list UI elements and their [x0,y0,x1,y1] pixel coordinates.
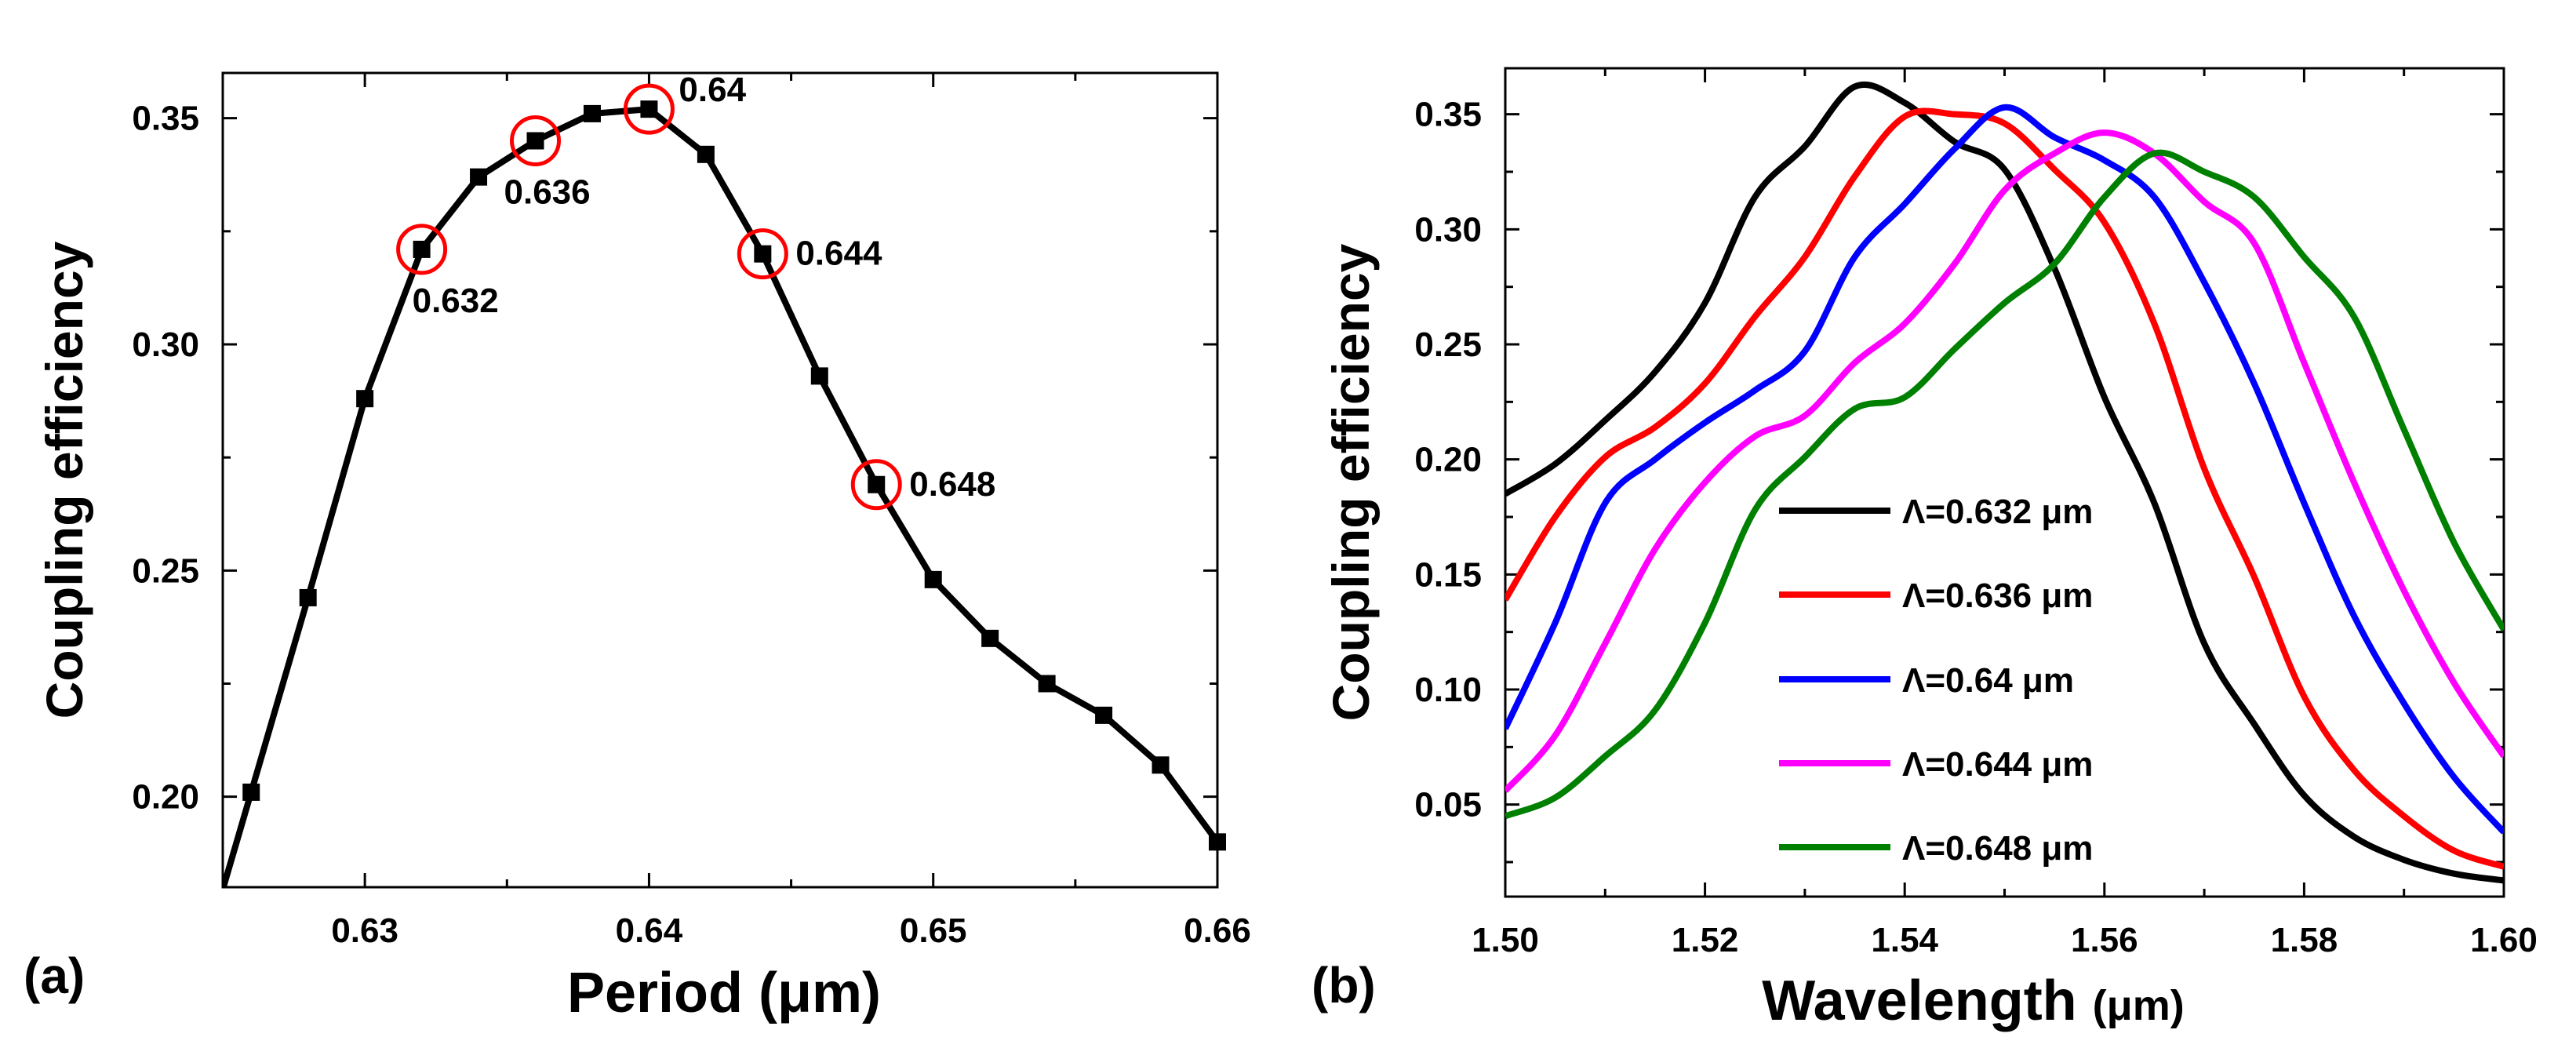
legend-label-1: Λ=0.636 μm [1902,577,2093,615]
y-tick-label: 0.15 [1414,555,1482,594]
panel-label: (b) [1312,957,1376,1013]
data-point-marker [1095,706,1113,724]
data-point-marker [810,367,828,385]
x-tick-label: 1.56 [2071,921,2138,959]
data-point-marker [640,100,658,118]
x-axis-title: Period (μm) [567,962,881,1024]
data-point-marker [356,390,374,408]
data-point-marker [754,245,772,263]
data-point-marker [413,240,431,258]
y-tick-label: 0.30 [1414,210,1482,249]
legend-label-2: Λ=0.64 μm [1902,661,2074,700]
data-point-marker [299,588,317,606]
y-tick-label: 0.35 [1414,96,1482,134]
legend-label-3: Λ=0.644 μm [1902,745,2093,784]
x-tick-label: 1.60 [2470,921,2538,959]
x-tick-label: 0.65 [900,912,967,950]
series-line-3 [1505,129,2504,793]
panel-a-coupling-vs-period: 0.63 0.64 0.65 0.66 0.20 0.25 0.30 0.35 Coupling… [24,71,1251,1024]
annotation-label: 0.632 [413,282,499,320]
y-tick-label: 0.35 [132,100,199,138]
x-axis-title: Wavelength (μm) [1762,970,2184,1032]
y-tick-label: 0.10 [1414,671,1482,709]
data-point-marker [242,783,260,801]
data-point-marker [1209,833,1226,851]
series-line-2 [1505,104,2504,835]
x-tick-label: 1.50 [1472,921,1539,959]
highlight-circle [737,228,788,280]
panel-label: (a) [24,948,85,1004]
data-point-marker [583,104,601,122]
data-point-marker [697,145,715,163]
data-point-marker [924,570,942,588]
highlight-circle [623,83,675,135]
panel-b-coupling-vs-wavelength: 1.50 1.52 1.54 1.56 1.58 1.60 0.05 0.10 0.15 0.20… [1312,67,2538,1032]
y-tick-label: 0.30 [132,326,199,364]
x-axis-title-unit: (μm) [2093,982,2185,1029]
annotation-label: 0.644 [795,235,882,273]
y-tick-label: 0.25 [1414,326,1482,364]
data-point-marker [526,132,544,150]
annotation-label: 0.648 [909,465,995,504]
plot-frame [1504,67,2505,898]
y-tick-label: 0.25 [132,551,199,590]
y-tick-label: 0.20 [1414,441,1482,479]
series-line-0 [1505,81,2504,884]
x-tick-label: 0.66 [1184,912,1251,950]
x-tick-label: 1.54 [1871,921,1938,959]
data-point-marker [470,168,488,186]
series-line-1 [1505,107,2504,870]
data-point-marker [1038,675,1056,693]
highlight-circle [396,224,448,275]
annotation-label: 0.636 [504,173,591,212]
data-line [223,106,1217,887]
data-point-marker [981,629,999,647]
y-axis-title: Coupling efficiency [35,241,93,719]
data-point-marker [868,475,886,493]
y-tick-label: 0.05 [1414,786,1482,824]
plot-frame [221,71,1219,889]
y-axis-title: Coupling efficiency [1322,243,1380,721]
x-tick-label: 1.58 [2271,921,2338,959]
x-tick-label: 0.63 [331,912,398,950]
x-tick-label: 0.64 [616,912,683,950]
legend-label-0: Λ=0.632 μm [1902,493,2093,531]
data-point-marker [1152,756,1170,774]
series-line-4 [1505,149,2504,820]
highlight-circle [510,115,562,166]
x-axis-title-text: Wavelength [1762,970,2092,1032]
legend-label-4: Λ=0.648 μm [1902,829,2093,868]
highlight-circle [850,459,902,511]
annotation-label: 0.64 [679,71,746,109]
y-tick-label: 0.20 [132,778,199,817]
x-tick-label: 1.52 [1672,921,1739,959]
